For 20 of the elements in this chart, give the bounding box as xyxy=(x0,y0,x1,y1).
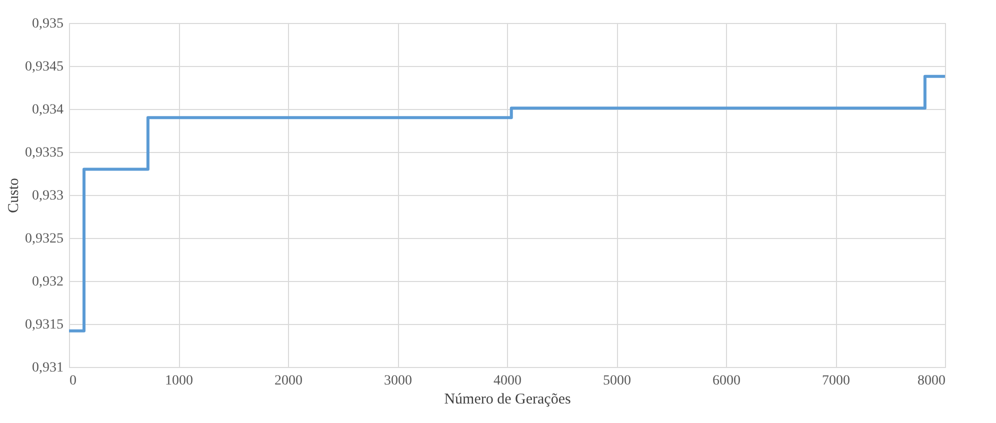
x-tick-label: 4000 xyxy=(494,374,522,388)
x-tick-label: 7000 xyxy=(822,374,850,388)
y-axis-title: Custo xyxy=(6,178,22,214)
y-tick-label: 0,933 xyxy=(32,188,64,204)
y-tick-label: 0,9325 xyxy=(25,232,64,246)
y-tick-label: 0,9315 xyxy=(25,318,64,332)
x-tick-label: 2000 xyxy=(274,374,302,388)
x-tick-label: 8000 xyxy=(918,374,946,388)
x-tick-label: 5000 xyxy=(603,374,631,388)
y-tick-label: 0,934 xyxy=(32,102,64,118)
y-tick-label: 0,932 xyxy=(32,274,64,290)
x-tick-label: 0 xyxy=(70,374,76,388)
x-tick-label: 1000 xyxy=(165,374,193,388)
y-tick-label: 0,9335 xyxy=(25,146,64,160)
x-tick-label: 6000 xyxy=(712,374,740,388)
y-tick-label: 0,935 xyxy=(32,16,64,32)
x-axis-title: Número de Gerações xyxy=(444,392,571,408)
y-tick-label: 0,9345 xyxy=(25,60,64,74)
y-tick-label: 0,931 xyxy=(32,360,64,376)
x-tick-label: 3000 xyxy=(384,374,412,388)
